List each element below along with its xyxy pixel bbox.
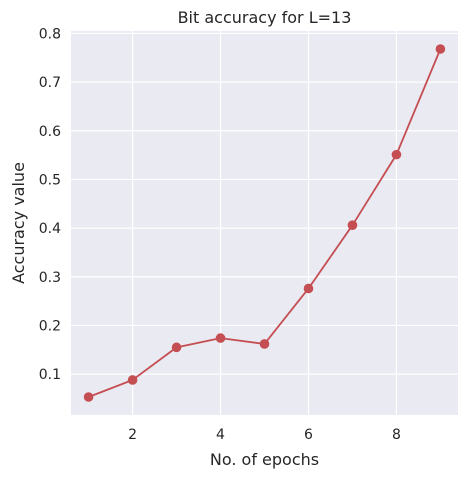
x-tick-label: 6 [304, 427, 313, 443]
y-tick-label: 0.6 [39, 124, 61, 140]
y-tick-label: 0.8 [39, 26, 61, 42]
data-point [127, 375, 138, 385]
y-tick-label: 0.4 [39, 221, 61, 237]
y-tick-label: 0.2 [39, 318, 61, 334]
data-point [83, 392, 94, 402]
y-tick-label: 0.5 [39, 172, 61, 188]
data-point [303, 283, 314, 294]
x-tick-label: 2 [128, 427, 137, 443]
plot-background [71, 31, 458, 415]
x-tick-label: 8 [392, 427, 401, 443]
y-tick-label: 0.1 [39, 367, 61, 383]
data-point [391, 149, 402, 160]
grid-lines [71, 31, 458, 415]
data-point [215, 333, 226, 343]
x-tick-labels: 2 4 6 8 [128, 427, 401, 443]
chart-title: Bit accuracy for L=13 [178, 8, 352, 27]
series-layer [83, 44, 446, 402]
data-point [259, 339, 270, 349]
x-tick-label: 4 [216, 427, 225, 443]
data-point [171, 342, 182, 353]
y-tick-labels: 0.1 0.2 0.3 0.4 0.5 0.6 0.7 0.8 [39, 26, 61, 383]
y-tick-label: 0.3 [39, 270, 61, 286]
x-axis-title: No. of epochs [210, 450, 319, 469]
data-point [347, 220, 358, 230]
y-tick-label: 0.7 [39, 75, 61, 91]
y-axis-title: Accuracy value [9, 162, 28, 284]
data-point [435, 44, 446, 54]
